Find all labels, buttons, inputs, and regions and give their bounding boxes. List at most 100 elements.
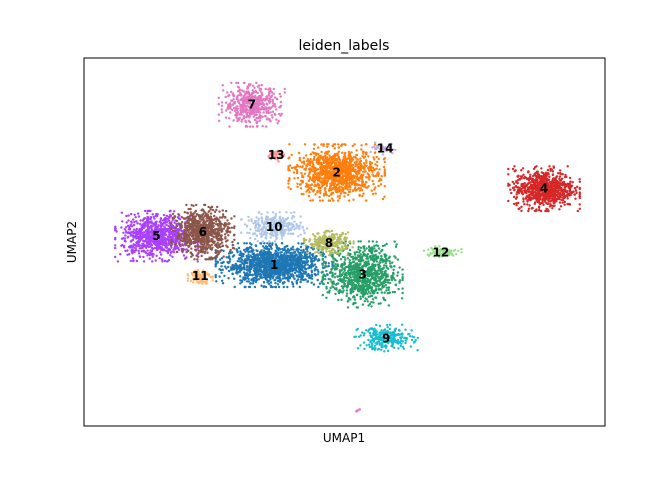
data-point: [378, 261, 381, 265]
data-point: [572, 190, 575, 194]
data-point: [371, 249, 374, 253]
data-point: [267, 248, 270, 252]
data-point: [360, 289, 364, 293]
data-point: [529, 173, 532, 176]
data-point: [370, 289, 373, 292]
data-point: [534, 201, 537, 204]
data-point: [365, 298, 368, 301]
data-point: [278, 266, 281, 269]
data-point: [319, 189, 322, 193]
data-point: [360, 183, 364, 187]
data-point: [335, 183, 339, 187]
data-point: [290, 153, 293, 156]
data-point: [133, 213, 136, 216]
data-point: [214, 262, 218, 265]
data-point: [324, 255, 327, 259]
data-point: [374, 186, 377, 189]
data-point: [359, 162, 362, 166]
data-point: [267, 254, 270, 257]
data-point: [347, 167, 350, 170]
data-point: [359, 240, 362, 243]
data-point: [271, 254, 274, 257]
data-point: [567, 202, 571, 206]
data-point: [333, 169, 336, 173]
data-point: [366, 278, 370, 282]
data-point: [295, 279, 298, 283]
data-point: [352, 169, 356, 173]
data-point: [267, 275, 271, 278]
data-point: [573, 187, 577, 190]
data-point: [372, 266, 375, 269]
data-point: [355, 149, 358, 152]
data-point: [568, 190, 572, 193]
data-point: [249, 254, 252, 257]
data-point: [575, 191, 578, 195]
data-point: [139, 222, 142, 226]
data-point: [243, 259, 247, 262]
data-point: [320, 150, 323, 154]
data-point: [157, 224, 160, 227]
data-point: [401, 291, 404, 295]
data-point: [336, 179, 339, 182]
data-point: [307, 267, 310, 270]
data-point: [294, 260, 297, 263]
data-point: [214, 260, 217, 263]
data-point: [276, 276, 279, 279]
data-point: [127, 214, 130, 217]
data-point: [245, 265, 249, 268]
data-point: [220, 265, 223, 268]
data-point: [300, 272, 304, 275]
data-point: [355, 182, 358, 185]
data-point: [283, 264, 286, 267]
data-point: [337, 160, 340, 163]
data-point: [242, 248, 246, 252]
data-point: [371, 179, 374, 183]
data-point: [520, 189, 523, 192]
data-point: [532, 167, 536, 171]
data-point: [345, 175, 348, 178]
data-point: [307, 256, 310, 259]
data-point: [398, 266, 401, 269]
data-point: [308, 177, 312, 181]
data-point: [114, 255, 117, 259]
data-point: [365, 247, 368, 250]
data-point: [264, 269, 268, 272]
data-point: [396, 258, 399, 261]
data-point: [321, 275, 324, 278]
data-point: [393, 240, 396, 243]
data-point: [358, 193, 361, 197]
data-point: [169, 233, 172, 236]
data-point: [328, 177, 331, 180]
data-point: [351, 144, 355, 148]
data-point: [378, 277, 382, 281]
data-point: [299, 245, 303, 249]
data-point: [303, 256, 306, 260]
data-point: [337, 291, 341, 295]
data-point: [121, 220, 124, 223]
data-point: [348, 169, 352, 172]
data-point: [343, 195, 346, 198]
data-point: [529, 177, 532, 180]
data-point: [355, 306, 358, 309]
data-point: [167, 259, 171, 262]
data-point: [327, 189, 331, 192]
data-point: [303, 162, 306, 165]
data-point: [362, 283, 365, 286]
data-point: [382, 296, 385, 299]
data-point: [329, 270, 333, 274]
data-point: [361, 194, 364, 198]
data-point: [328, 154, 331, 157]
data-point: [124, 249, 127, 253]
data-point: [389, 265, 392, 268]
data-point: [239, 252, 243, 256]
data-point: [353, 296, 356, 299]
data-point: [507, 167, 510, 171]
data-point: [350, 167, 353, 170]
data-point: [176, 216, 180, 219]
data-point: [297, 275, 300, 278]
data-point: [228, 257, 231, 260]
data-point: [349, 175, 352, 178]
data-point: [264, 257, 267, 260]
data-point: [524, 184, 527, 187]
data-point: [341, 151, 344, 154]
